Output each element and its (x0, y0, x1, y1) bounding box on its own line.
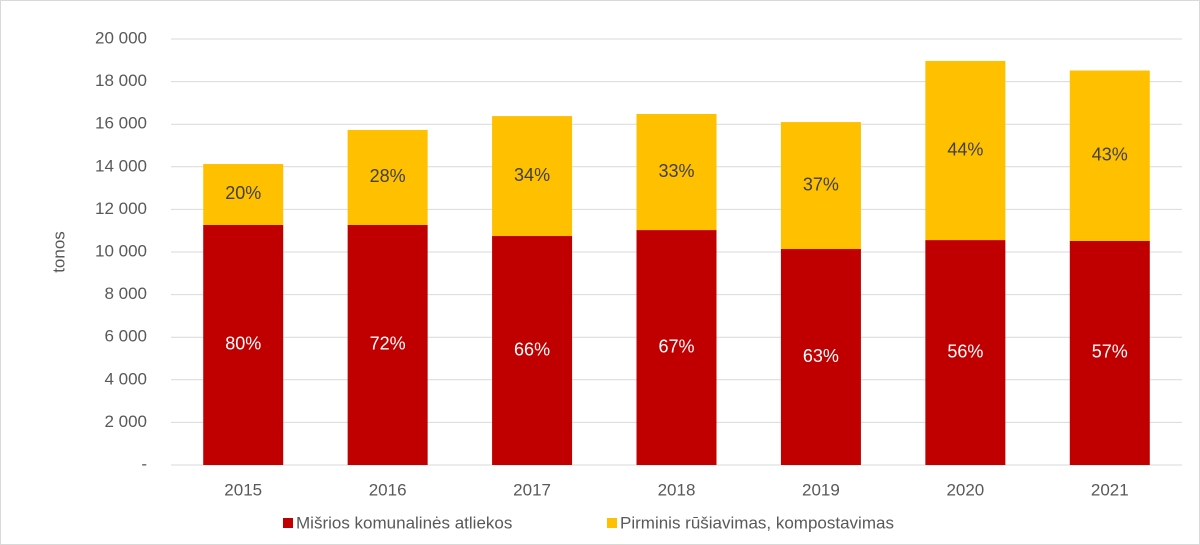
data-label: 56% (947, 341, 983, 361)
bar-segment (347, 129, 428, 225)
bar-segment (780, 122, 861, 250)
bar-segment (347, 224, 428, 465)
data-label: 44% (947, 139, 983, 159)
legend-label: Pirminis rūšiavimas, kompostavimas (620, 513, 894, 532)
y-tick-label: 8 000 (104, 284, 147, 303)
x-tick-label: 2021 (1091, 480, 1129, 499)
bar-segment (203, 164, 284, 225)
legend-swatch (283, 518, 293, 528)
y-tick-label: 12 000 (95, 199, 147, 218)
legend-swatch (607, 518, 617, 528)
bar-segment (636, 230, 717, 465)
data-label: 67% (658, 336, 694, 356)
y-tick-label: 2 000 (104, 412, 147, 431)
data-label: 57% (1092, 342, 1128, 362)
data-label: 33% (658, 161, 694, 181)
y-tick-label: 18 000 (95, 71, 147, 90)
y-axis-label: tonos (49, 231, 68, 273)
bar-segment (636, 113, 717, 231)
data-label: 20% (225, 183, 261, 203)
bar-segment (203, 224, 284, 465)
bar-segment (492, 116, 573, 237)
data-label: 72% (370, 334, 406, 354)
x-tick-label: 2015 (224, 480, 262, 499)
x-tick-label: 2016 (369, 480, 407, 499)
y-tick-label: 4 000 (104, 369, 147, 388)
data-label: 66% (514, 339, 550, 359)
bar-segment (780, 249, 861, 465)
data-label: 63% (803, 346, 839, 366)
bar-segment (1069, 70, 1150, 241)
y-tick-label: 14 000 (95, 156, 147, 175)
bar-segment (925, 60, 1006, 241)
bar-segment (925, 240, 1006, 465)
y-tick-label: 10 000 (95, 241, 147, 260)
bar-segment (1069, 240, 1150, 465)
y-tick-label: 6 000 (104, 327, 147, 346)
x-tick-label: 2019 (802, 480, 840, 499)
x-tick-label: 2020 (946, 480, 984, 499)
legend-label: Mišrios komunalinės atliekos (296, 513, 512, 532)
data-label: 43% (1092, 144, 1128, 164)
bar-segment (492, 236, 573, 465)
y-tick-label: 20 000 (95, 28, 147, 47)
x-tick-label: 2017 (513, 480, 551, 499)
data-label: 80% (225, 334, 261, 354)
y-tick-label: 16 000 (95, 114, 147, 133)
data-label: 28% (370, 166, 406, 186)
y-tick-label: - (141, 454, 147, 473)
x-tick-label: 2018 (658, 480, 696, 499)
data-label: 37% (803, 174, 839, 194)
data-label: 34% (514, 165, 550, 185)
